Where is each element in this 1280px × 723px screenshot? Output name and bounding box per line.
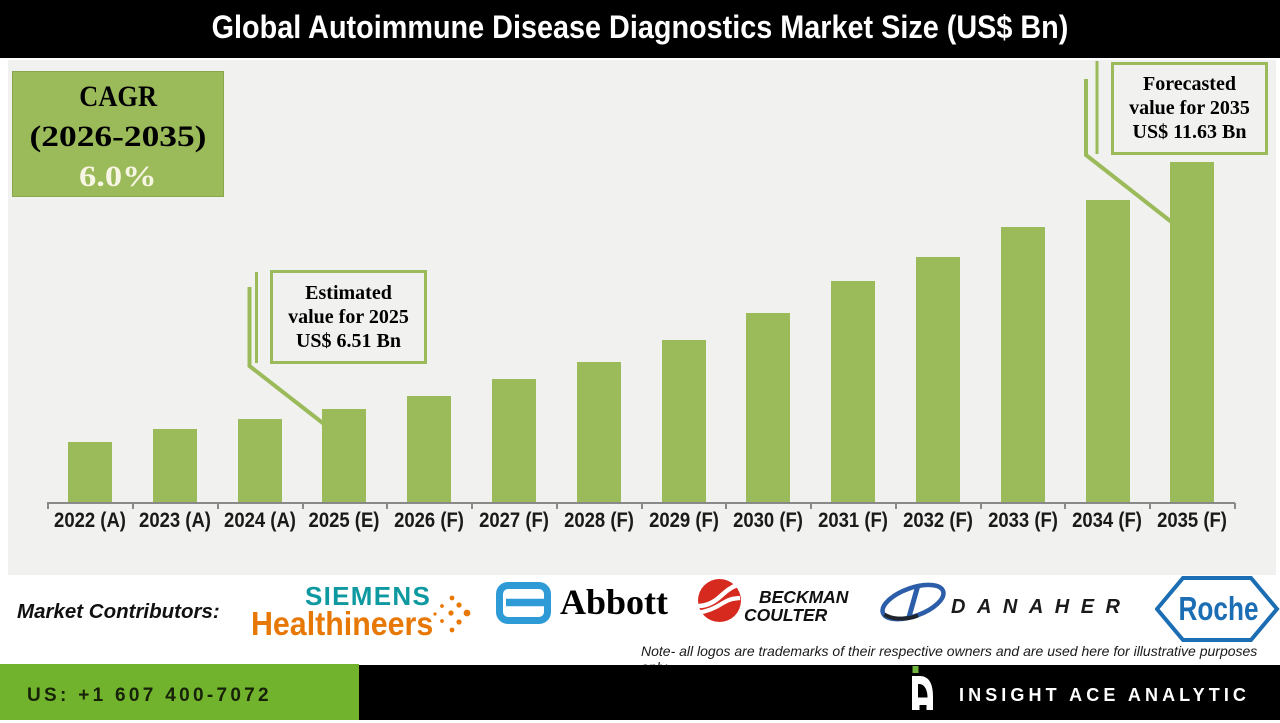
svg-text:Roche: Roche	[1179, 590, 1259, 627]
